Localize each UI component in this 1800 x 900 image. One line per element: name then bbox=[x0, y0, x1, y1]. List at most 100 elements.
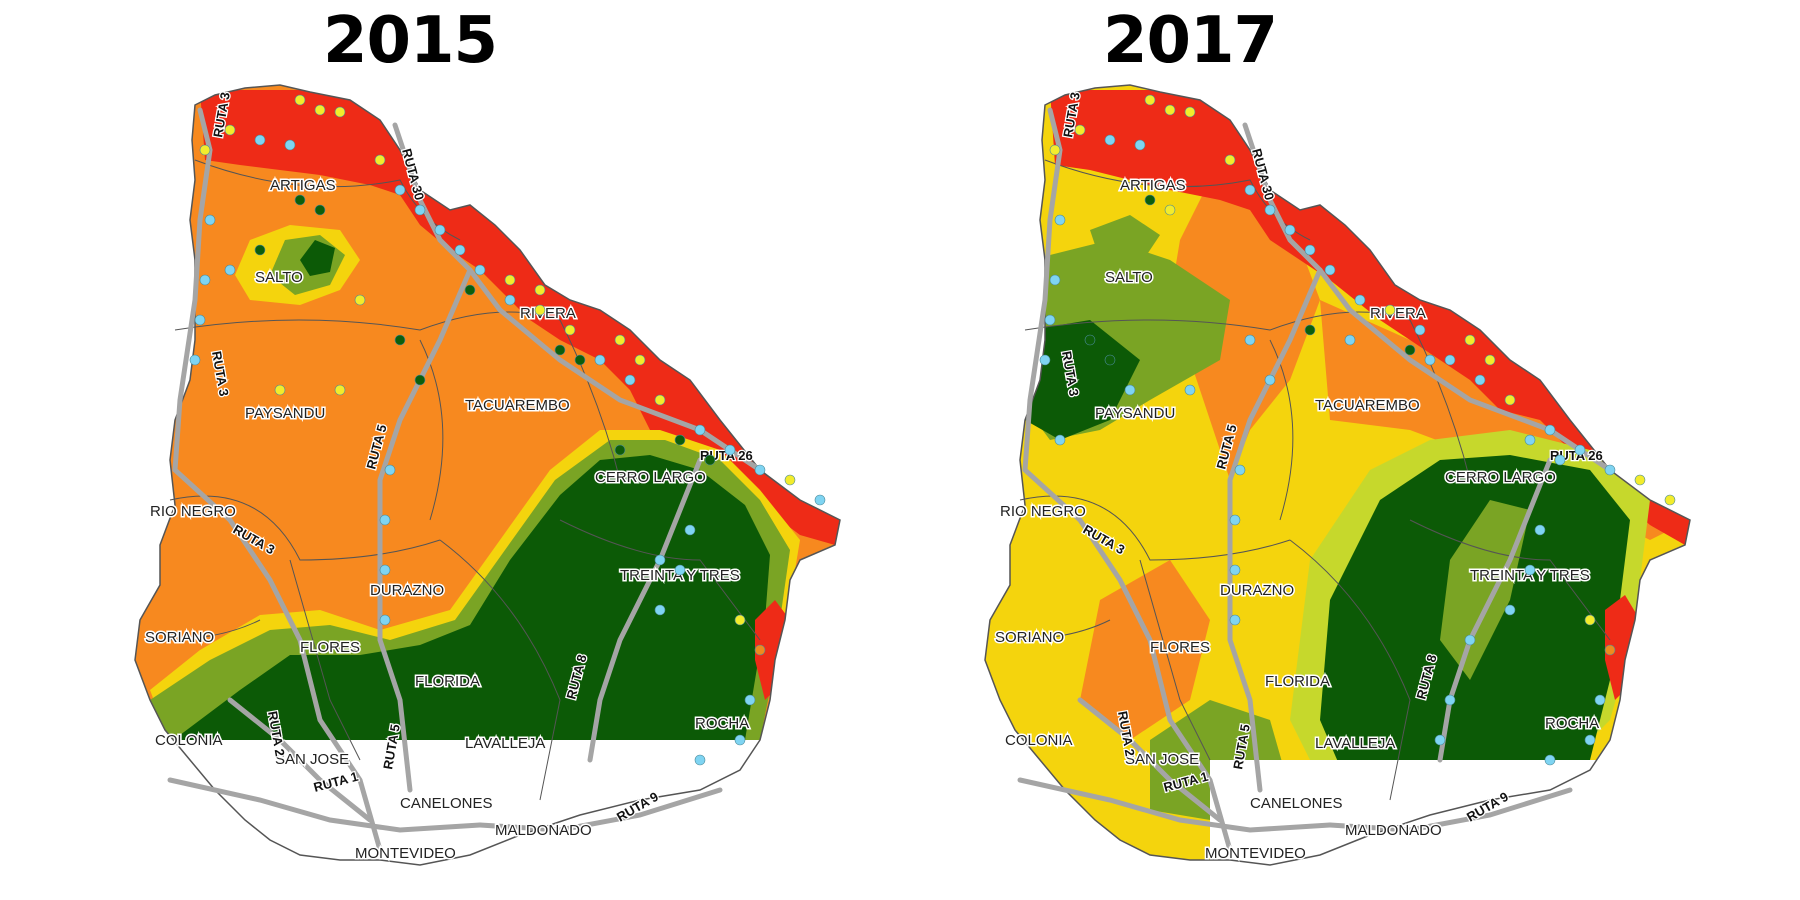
station-dot-green bbox=[1104, 354, 1116, 366]
station-dot-blue bbox=[199, 274, 211, 286]
zone-darkgreen-west bbox=[1025, 320, 1140, 440]
station-dot-green bbox=[1404, 344, 1416, 356]
country-border bbox=[134, 84, 841, 866]
dept-label-rocha: ROCHA bbox=[695, 715, 749, 732]
station-dot-blue bbox=[384, 464, 396, 476]
station-dot-blue bbox=[1544, 424, 1556, 436]
station-dot-yellow bbox=[1664, 494, 1676, 506]
dept-label-paysandu: PAYSANDU bbox=[245, 405, 325, 422]
station-dot-yellow bbox=[1224, 154, 1236, 166]
dept-label-durazno: DURAZNO bbox=[370, 582, 444, 599]
dept-label-artigas: ARTIGAS bbox=[1120, 177, 1186, 194]
dept-label-rio-negro: RIO NEGRO bbox=[150, 503, 236, 520]
station-dot-blue bbox=[744, 694, 756, 706]
station-dot-blue bbox=[694, 424, 706, 436]
dept-label-flores: FLORES bbox=[300, 639, 360, 656]
station-dot-yellow bbox=[334, 384, 346, 396]
station-dot-blue bbox=[1054, 434, 1066, 446]
station-dot-yellow bbox=[614, 334, 626, 346]
station-dot-blue bbox=[1464, 634, 1476, 646]
station-dot-blue bbox=[1044, 314, 1056, 326]
station-dots bbox=[1039, 94, 1676, 766]
station-dot-blue bbox=[1244, 334, 1256, 346]
station-dot-blue bbox=[754, 464, 766, 476]
station-dot-blue bbox=[1424, 354, 1436, 366]
dept-label-maldonado: MALDONADO bbox=[495, 822, 592, 839]
station-dot-yellow bbox=[224, 124, 236, 136]
station-dot-blue bbox=[254, 134, 266, 146]
station-dot-blue bbox=[1544, 754, 1556, 766]
station-dot-yellow bbox=[1584, 614, 1596, 626]
station-dot-blue bbox=[414, 204, 426, 216]
station-dot-blue bbox=[1264, 374, 1276, 386]
dept-label-lavalleja: LAVALLEJA bbox=[1315, 735, 1395, 752]
station-dot-green bbox=[254, 244, 266, 256]
station-dot-blue bbox=[1324, 264, 1336, 276]
dept-label-san-jose: SAN JOSE bbox=[275, 751, 349, 768]
station-dot-blue bbox=[1344, 334, 1356, 346]
station-dot-blue bbox=[1474, 374, 1486, 386]
station-dot-yellow bbox=[1164, 104, 1176, 116]
station-dot-yellow bbox=[314, 104, 326, 116]
dept-label-montevideo: MONTEVIDEO bbox=[355, 845, 456, 862]
station-dot-blue bbox=[434, 224, 446, 236]
station-dot-blue bbox=[1054, 214, 1066, 226]
map-panel-2017: 2017 bbox=[850, 0, 1750, 900]
dept-label-soriano: SORIANO bbox=[995, 629, 1064, 646]
station-dot-blue bbox=[1229, 514, 1241, 526]
dept-label-durazno: DURAZNO bbox=[1220, 582, 1294, 599]
zone-red bbox=[200, 90, 840, 545]
station-dot-blue bbox=[1229, 564, 1241, 576]
station-dot-green bbox=[294, 194, 306, 206]
dept-label-flores: FLORES bbox=[1150, 639, 1210, 656]
station-dot-blue bbox=[1284, 224, 1296, 236]
station-dot-blue bbox=[654, 554, 666, 566]
station-dot-yellow bbox=[1384, 304, 1396, 316]
dept-label-florida: FLORIDA bbox=[1265, 673, 1330, 690]
uruguay-map-2015: ARTIGAS SALTO RIVERA PAYSANDU TACUAREMBO CERR… bbox=[134, 84, 841, 866]
station-dot-yellow bbox=[534, 284, 546, 296]
station-dot-yellow bbox=[1164, 204, 1176, 216]
station-dot-yellow bbox=[1634, 474, 1646, 486]
station-dot-green bbox=[674, 434, 686, 446]
station-dot-blue bbox=[684, 524, 696, 536]
map-panel-2015: 2015 bbox=[134, 4, 841, 866]
dept-label-tacuarembo: TACUAREMBO bbox=[465, 397, 570, 414]
dept-label-treinta-y-tres: TREINTA Y TRES bbox=[1470, 567, 1590, 584]
station-dot-blue bbox=[189, 354, 201, 366]
dept-label-colonia: COLONIA bbox=[1005, 732, 1073, 749]
station-dot-yellow bbox=[504, 274, 516, 286]
station-dot-blue bbox=[1444, 694, 1456, 706]
dept-label-treinta-y-tres: TREINTA Y TRES bbox=[620, 567, 740, 584]
station-dot-blue bbox=[204, 214, 216, 226]
station-dot-yellow bbox=[634, 354, 646, 366]
dept-label-cerro-largo: CERRO LARGO bbox=[595, 469, 706, 486]
station-dot-blue bbox=[224, 264, 236, 276]
station-dot-blue bbox=[1049, 274, 1061, 286]
agro-zone-layer bbox=[985, 85, 1690, 865]
station-dot-blue bbox=[1434, 734, 1446, 746]
dept-label-colonia: COLONIA bbox=[155, 732, 223, 749]
station-dot-yellow bbox=[1484, 354, 1496, 366]
agro-zone-layer bbox=[135, 85, 840, 865]
zone-orange-southwest bbox=[1080, 560, 1210, 740]
station-dot-yellow bbox=[374, 154, 386, 166]
station-dot-blue bbox=[724, 444, 736, 456]
station-dot-yellow bbox=[354, 294, 366, 306]
station-dot-blue bbox=[1534, 524, 1546, 536]
dept-label-tacuarembo: TACUAREMBO bbox=[1315, 397, 1420, 414]
station-dot-blue bbox=[814, 494, 826, 506]
station-dot-green bbox=[314, 204, 326, 216]
dept-label-rivera: RIVERA bbox=[1370, 305, 1426, 322]
route-network bbox=[1017, 107, 1613, 853]
station-dot-blue bbox=[1134, 139, 1146, 151]
station-dot-yellow bbox=[564, 324, 576, 336]
station-dot-blue bbox=[1604, 464, 1616, 476]
station-dot-blue bbox=[594, 354, 606, 366]
dept-label-artigas: ARTIGAS bbox=[270, 177, 336, 194]
station-dot-green bbox=[1144, 194, 1156, 206]
station-dot-blue bbox=[1104, 134, 1116, 146]
station-dot-blue bbox=[379, 614, 391, 626]
dept-label-rio-negro: RIO NEGRO bbox=[1000, 503, 1086, 520]
